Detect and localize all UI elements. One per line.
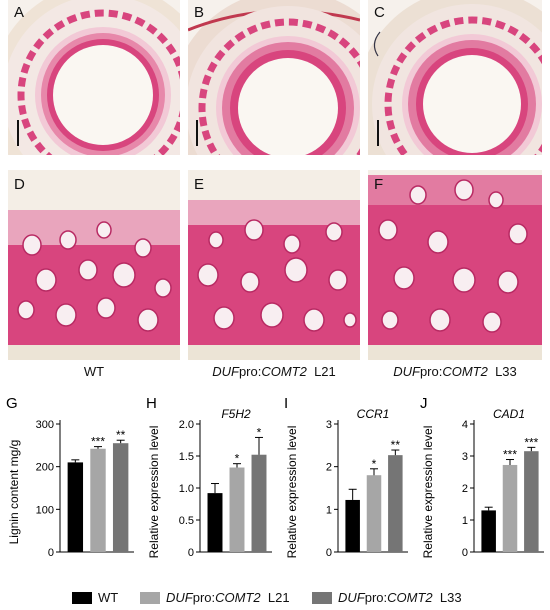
legend-prefix: DUF <box>338 590 365 605</box>
y-tick-label: 3 <box>326 419 332 431</box>
micrograph-panel-d: D <box>8 170 180 360</box>
caption-line: L33 <box>495 364 517 379</box>
chart-title: CAD1 <box>493 407 525 421</box>
bar <box>251 454 267 552</box>
bar-chart-j: J CAD1 Relative expression level 0 1 2 3 4 *** **… <box>420 395 544 559</box>
y-tick-label: 1 <box>462 515 468 527</box>
y-tick-label: 1.0 <box>179 483 194 495</box>
bar <box>112 443 129 552</box>
y-tick-label: 4 <box>462 419 468 431</box>
xylem-closeup-image <box>188 170 360 360</box>
micrograph-panel-a: A <box>8 0 180 155</box>
y-tick-label: 0.5 <box>179 515 194 527</box>
bar <box>207 493 223 552</box>
y-axis-label: Relative expression level <box>147 426 161 559</box>
legend-swatch-wt <box>72 592 92 604</box>
micrograph-panel-c: C <box>368 0 542 155</box>
significance-label: * <box>235 452 240 466</box>
y-tick-label: 3 <box>462 451 468 463</box>
significance-label: *** <box>524 435 538 449</box>
y-tick-label: 0 <box>48 547 54 559</box>
bar <box>90 448 106 552</box>
caption-mid: pro: <box>238 364 262 379</box>
y-tick-label: 0 <box>188 547 194 559</box>
significance-label: ** <box>116 428 126 442</box>
caption-mid: pro: <box>419 364 443 379</box>
micrograph-panel-f: F <box>368 170 542 360</box>
legend-swatch-l33 <box>312 592 332 604</box>
panel-letter: B <box>194 4 205 21</box>
caption-prefix: DUF <box>393 364 420 379</box>
legend-line: L21 <box>267 590 290 605</box>
panel-letter: I <box>284 395 288 412</box>
panel-letter: D <box>14 176 25 193</box>
legend-mid: pro: <box>192 590 216 605</box>
stem-cross-section-image <box>188 0 360 155</box>
legend-label-l21: DUFpro:COMT2 L21 <box>166 590 290 605</box>
bar <box>229 467 245 552</box>
panel-letter: C <box>374 4 385 21</box>
bar <box>67 462 84 552</box>
y-tick-label: 1 <box>326 504 332 516</box>
significance-label: ** <box>391 438 401 452</box>
y-tick-label: 200 <box>36 462 54 474</box>
chart-title: CCR1 <box>357 407 390 421</box>
panel-letter: H <box>146 395 157 412</box>
significance-label: *** <box>503 448 517 462</box>
panel-letter: A <box>14 4 25 21</box>
significance-label: * <box>257 425 262 439</box>
legend-prefix: DUF <box>166 590 193 605</box>
y-tick-label: 100 <box>36 504 54 516</box>
caption-line: L21 <box>314 364 336 379</box>
y-tick-label: 0 <box>326 547 332 559</box>
significance-label: *** <box>91 435 105 449</box>
legend-label-wt: WT <box>98 590 119 605</box>
bar <box>524 451 539 552</box>
caption-gene: COMT2 <box>442 364 488 379</box>
panel-letter: G <box>6 395 18 412</box>
y-axis-label: Relative expression level <box>285 426 299 559</box>
micrograph-panel-b: B <box>188 0 360 155</box>
y-tick-label: 2.0 <box>179 419 194 431</box>
caption-prefix: DUF <box>212 364 239 379</box>
bar <box>481 510 496 552</box>
xylem-closeup-image <box>8 170 180 360</box>
caption-wt: WT <box>8 364 180 379</box>
bar <box>388 455 403 552</box>
micrograph-panel-e: E <box>188 170 360 360</box>
bar <box>502 464 518 552</box>
legend-mid: pro: <box>364 590 388 605</box>
y-tick-label: 1.5 <box>179 451 194 463</box>
caption-gene: COMT2 <box>261 364 307 379</box>
panel-letter: J <box>420 395 428 412</box>
caption-text: WT <box>83 364 105 379</box>
bar-chart-h: H F5H2 Relative expression level 0 0.5 1.0 1.5… <box>146 395 272 559</box>
caption-l33: DUFpro:COMT2 L33 <box>368 364 542 379</box>
legend: WT DUFpro:COMT2 L21 DUFpro:COMT2 L33 <box>0 588 550 610</box>
legend-gene: COMT2 <box>387 590 433 605</box>
panel-letter: E <box>194 176 205 193</box>
y-tick-label: 2 <box>326 462 332 474</box>
stem-cross-section-image <box>8 0 180 155</box>
panel-letter: F <box>374 176 384 193</box>
legend-line: L33 <box>439 590 462 605</box>
stem-cross-section-image <box>368 0 542 155</box>
y-tick-label: 0 <box>462 547 468 559</box>
bar <box>366 475 382 552</box>
y-tick-label: 2 <box>462 483 468 495</box>
legend-gene: COMT2 <box>215 590 261 605</box>
legend-label-l33: DUFpro:COMT2 L33 <box>338 590 462 605</box>
y-axis-label: Lignin content mg/g <box>7 440 21 545</box>
y-axis-label: Relative expression level <box>421 426 435 559</box>
legend-swatch-l21 <box>140 592 160 604</box>
bar <box>345 499 360 552</box>
caption-l21: DUFpro:COMT2 L21 <box>188 364 360 379</box>
xylem-closeup-image <box>368 170 542 360</box>
chart-title: F5H2 <box>221 407 251 421</box>
y-tick-label: 300 <box>36 419 54 431</box>
significance-label: * <box>372 457 377 471</box>
